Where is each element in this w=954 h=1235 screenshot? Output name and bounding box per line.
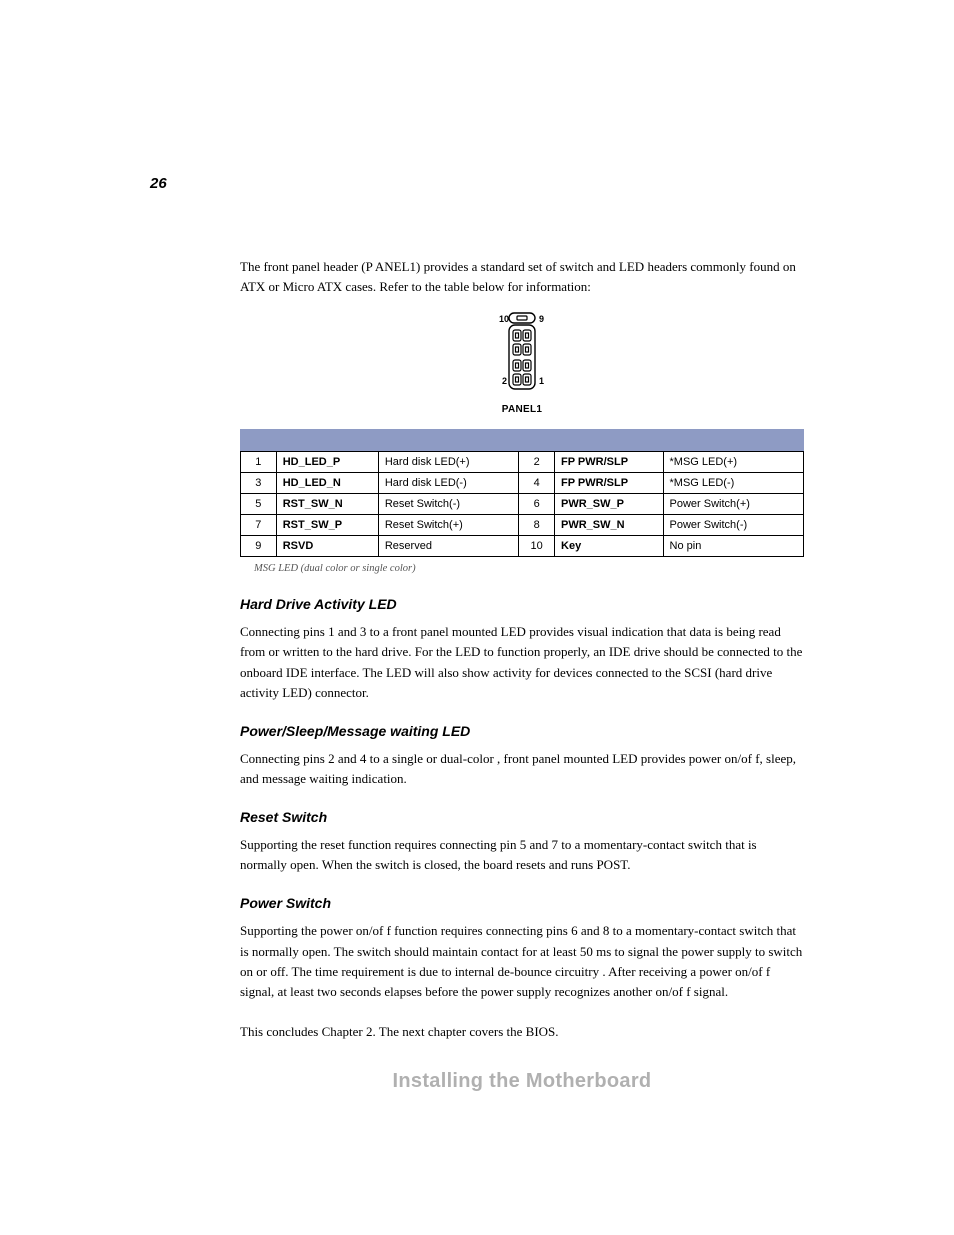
table-cell: HD_LED_N [276,473,378,494]
pin-table-wrapper: 1HD_LED_PHard disk LED(+)2FP PWR/SLP*MSG… [240,429,804,557]
intro-paragraph: The front panel header (P ANEL1) provide… [240,257,804,297]
table-cell: 9 [241,536,277,557]
section-heading: Reset Switch [240,809,804,825]
table-cell: *MSG LED(+) [663,452,803,473]
table-cell: HD_LED_P [276,452,378,473]
table-cell: Power Switch(-) [663,515,803,536]
panel1-diagram: 10 9 2 1 [240,311,804,398]
table-cell: 2 [519,452,555,473]
page-number: 26 [150,175,167,192]
pin-label-9: 9 [539,314,544,324]
diagram-label: PANEL1 [240,404,804,415]
table-cell: Hard disk LED(+) [378,452,518,473]
table-cell: 10 [519,536,555,557]
table-cell: 6 [519,494,555,515]
conclusion: This concludes Chapter 2. The next chapt… [240,1022,804,1042]
pin-label-2: 2 [502,376,507,386]
table-row: 5RST_SW_NReset Switch(-)6PWR_SW_PPower S… [241,494,804,515]
table-cell: RST_SW_N [276,494,378,515]
table-header-bar [240,429,804,451]
table-cell: RST_SW_P [276,515,378,536]
section-heading: Power Switch [240,895,804,911]
table-cell: 4 [519,473,555,494]
table-row: 7RST_SW_PReset Switch(+)8PWR_SW_NPower S… [241,515,804,536]
pin-label-10: 10 [499,314,509,324]
table-cell: Reset Switch(-) [378,494,518,515]
pin-label-1: 1 [539,376,544,386]
section-body: Connecting pins 1 and 3 to a front panel… [240,622,804,703]
table-cell: 8 [519,515,555,536]
table-cell: RSVD [276,536,378,557]
section-body: Supporting the reset function requires c… [240,835,804,875]
pin-table: 1HD_LED_PHard disk LED(+)2FP PWR/SLP*MSG… [240,451,804,557]
table-cell: PWR_SW_N [555,515,664,536]
section-heading: Hard Drive Activity LED [240,596,804,612]
table-cell: Hard disk LED(-) [378,473,518,494]
table-cell: FP PWR/SLP [555,452,664,473]
section-heading: Power/Sleep/Message waiting LED [240,723,804,739]
table-cell: 3 [241,473,277,494]
table-cell: Key [555,536,664,557]
table-cell: 7 [241,515,277,536]
table-cell: Reserved [378,536,518,557]
table-row: 1HD_LED_PHard disk LED(+)2FP PWR/SLP*MSG… [241,452,804,473]
table-cell: Reset Switch(+) [378,515,518,536]
section-body: Connecting pins 2 and 4 to a single or d… [240,749,804,789]
table-cell: *MSG LED(-) [663,473,803,494]
table-cell: PWR_SW_P [555,494,664,515]
table-cell: 5 [241,494,277,515]
table-row: 3HD_LED_NHard disk LED(-)4FP PWR/SLP*MSG… [241,473,804,494]
table-footnote: MSG LED (dual color or single color) [254,563,804,574]
table-cell: 1 [241,452,277,473]
table-cell: Power Switch(+) [663,494,803,515]
table-cell: FP PWR/SLP [555,473,664,494]
footer-title: Installing the Motherboard [240,1070,804,1093]
table-cell: No pin [663,536,803,557]
section-body: Supporting the power on/of f function re… [240,921,804,1002]
table-row: 9RSVDReserved10KeyNo pin [241,536,804,557]
